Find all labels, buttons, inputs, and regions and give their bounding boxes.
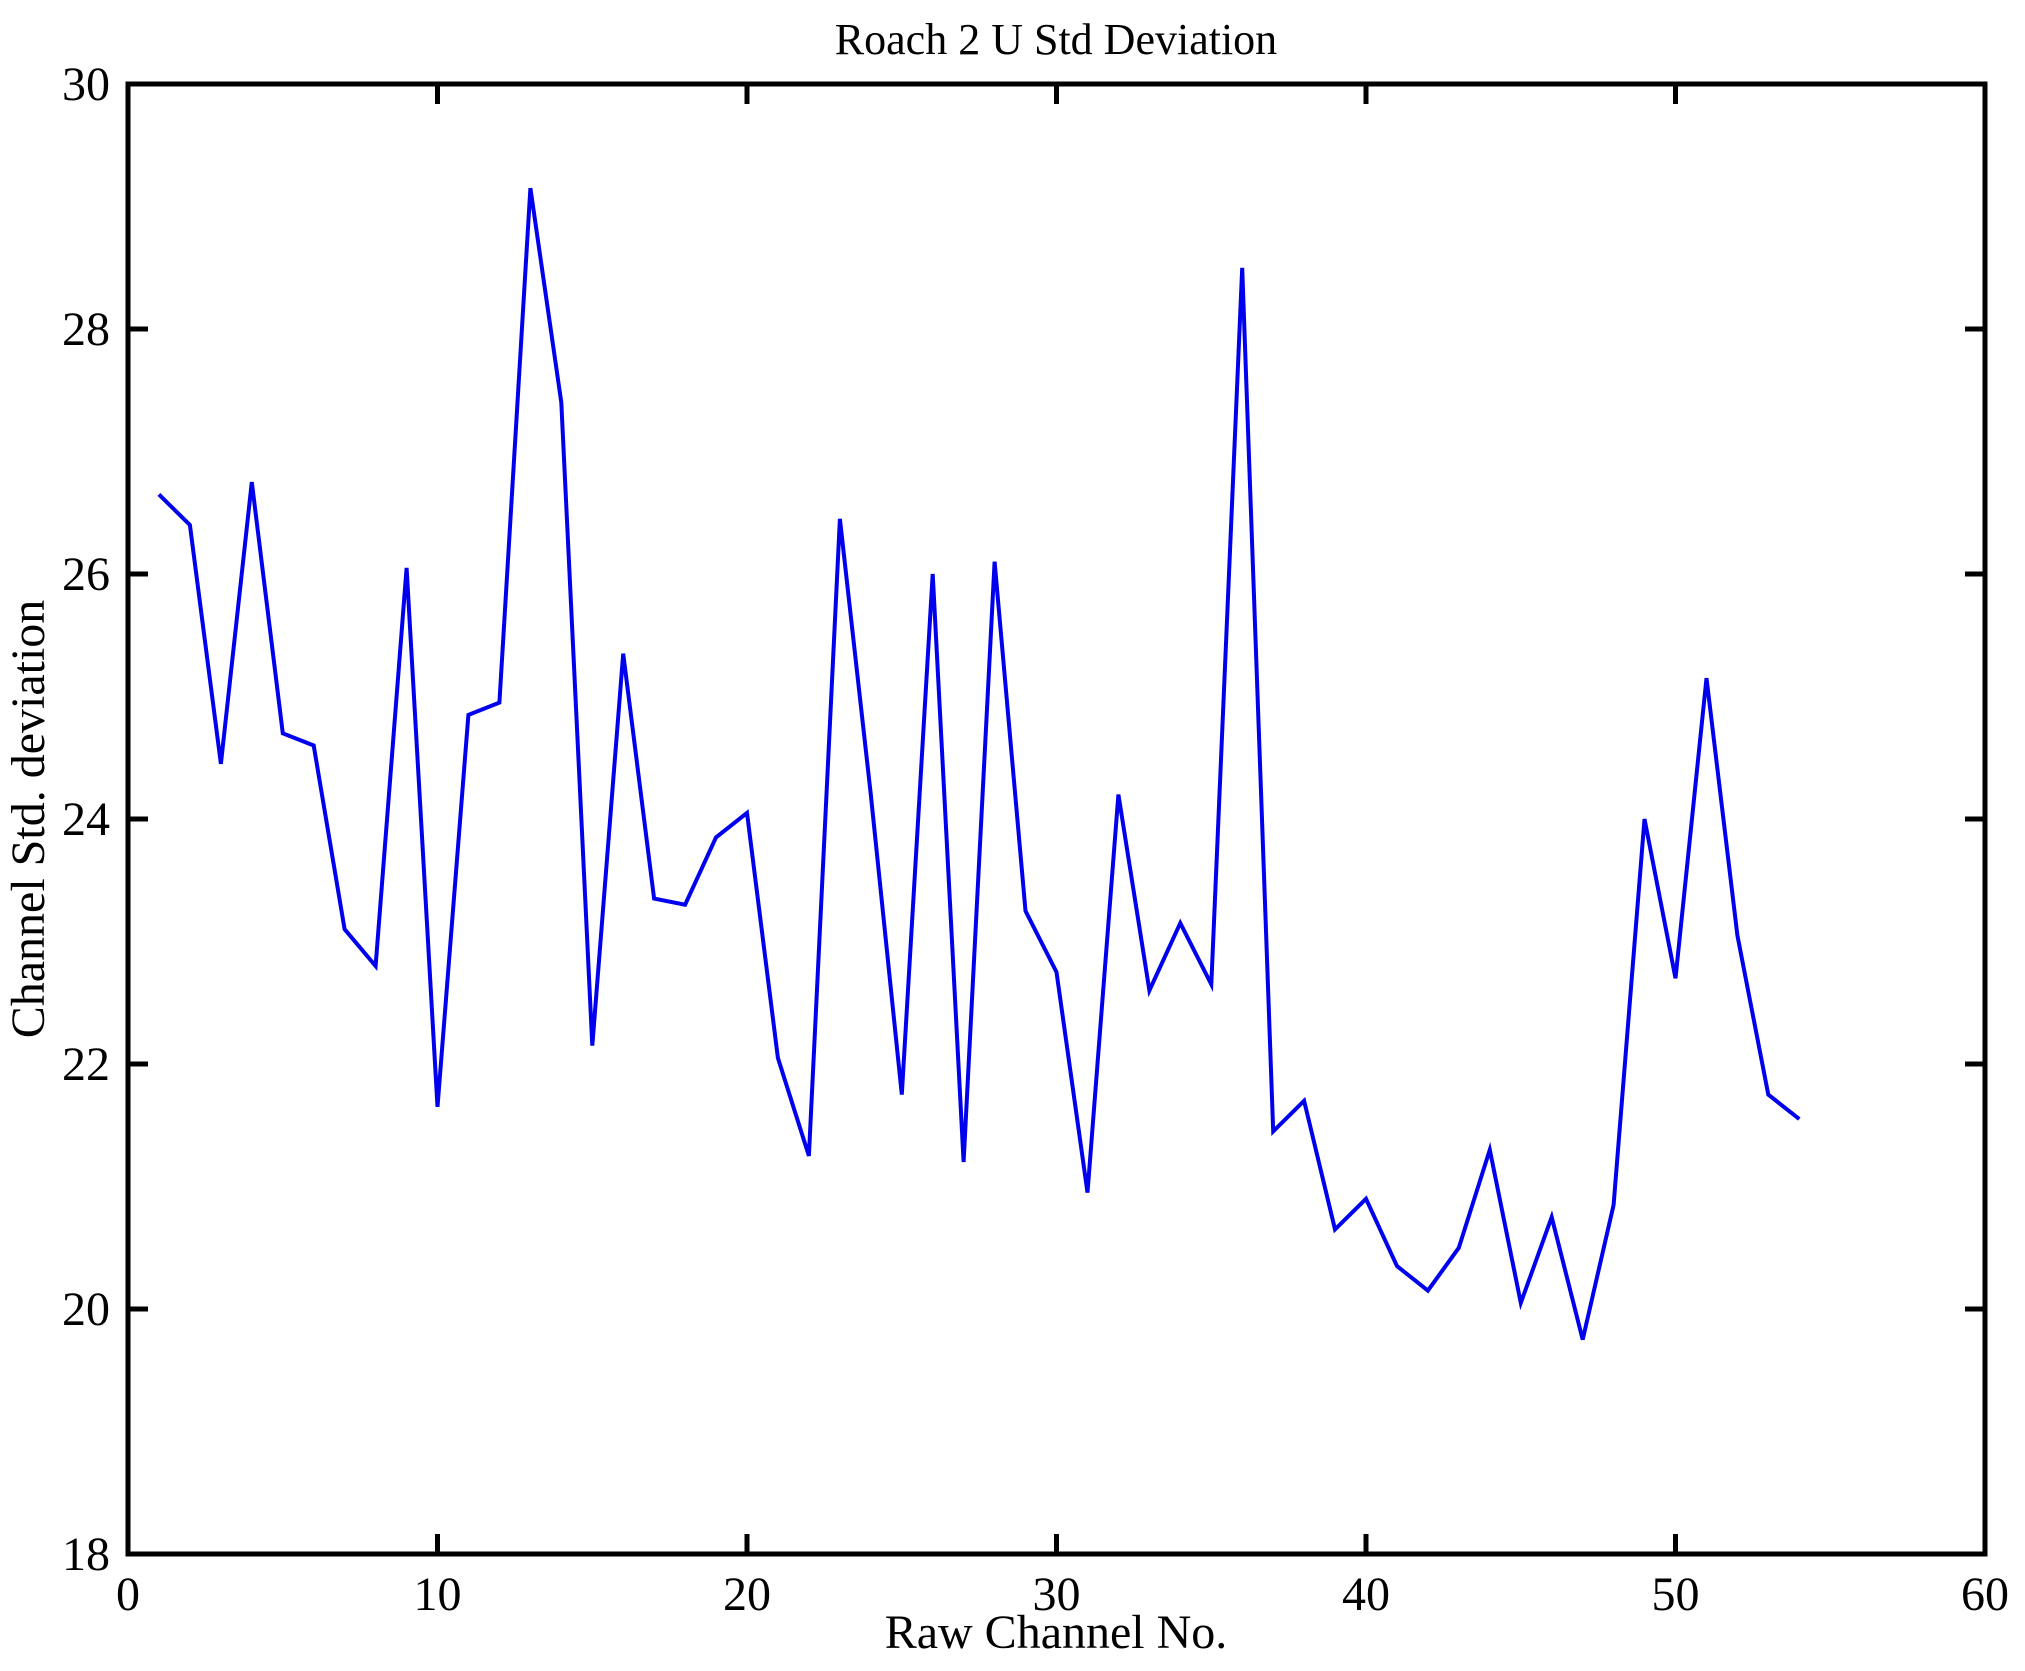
- axis-ticks: [125, 81, 1988, 1557]
- y-tick-label: 26: [62, 548, 110, 601]
- plot-frame: [125, 81, 1988, 1557]
- y-tick-label: 24: [62, 793, 110, 846]
- axis-tick-labels: 0 10 20 30 40 50 60 18 20 22 24 26 28 30: [62, 58, 2009, 1621]
- y-tick-label: 22: [62, 1038, 110, 1091]
- x-axis-label: Raw Channel No.: [885, 1606, 1228, 1659]
- x-tick-label: 30: [1033, 1568, 1081, 1621]
- x-tick-label: 40: [1342, 1568, 1390, 1621]
- data-series: [157, 187, 1801, 1341]
- x-tick-label: 50: [1652, 1568, 1700, 1621]
- x-tick-label: 20: [723, 1568, 771, 1621]
- y-tick-label: 20: [62, 1283, 110, 1336]
- y-tick-label: 18: [62, 1528, 110, 1581]
- x-tick-label: 10: [414, 1568, 462, 1621]
- chart-title: Roach 2 U Std Deviation: [835, 15, 1277, 64]
- x-tick-label: 0: [116, 1568, 140, 1621]
- y-axis-label: Channel Std. deviation: [2, 600, 55, 1039]
- series-line: [157, 187, 1801, 1341]
- y-tick-label: 30: [62, 58, 110, 111]
- x-tick-label: 60: [1961, 1568, 2009, 1621]
- y-tick-label: 28: [62, 303, 110, 356]
